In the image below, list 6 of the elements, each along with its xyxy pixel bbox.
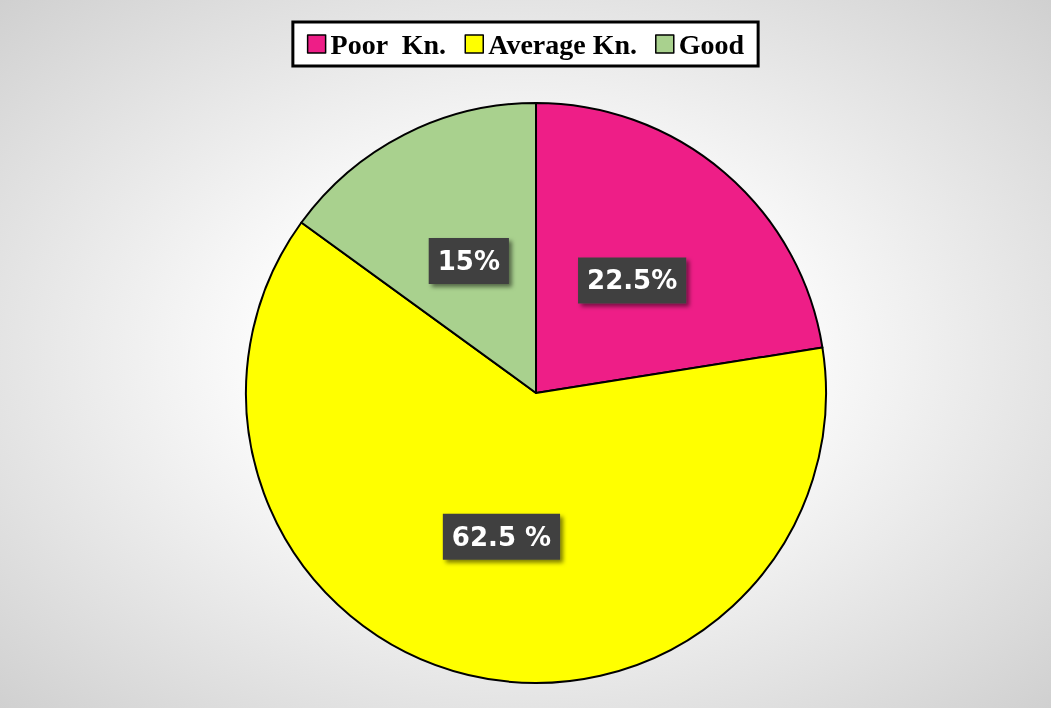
data-label: 62.5 % xyxy=(451,521,552,552)
legend-label: Average Kn. xyxy=(488,28,638,60)
legend-label: Good xyxy=(678,28,745,60)
legend-label: Poor Kn. xyxy=(330,28,447,60)
data-label: 15% xyxy=(437,246,500,277)
data-label: 22.5% xyxy=(587,265,678,296)
